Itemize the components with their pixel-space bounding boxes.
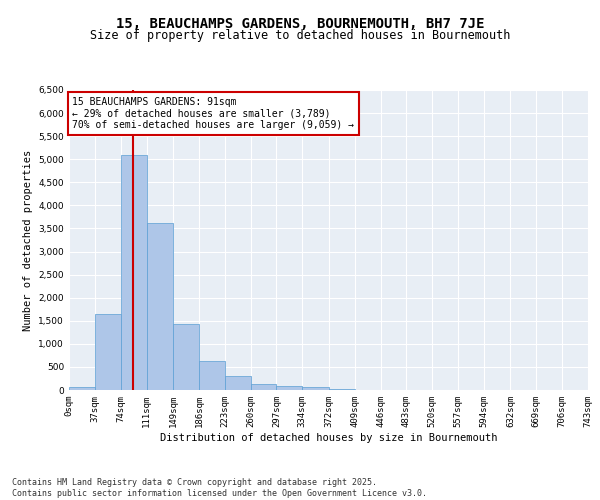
Bar (121, 154, 146, 390)
Bar (329, 388, 355, 390)
Bar (69, 386, 95, 390)
Bar (95, 314, 121, 390)
Bar (225, 376, 251, 390)
Bar (277, 386, 302, 390)
Text: Size of property relative to detached houses in Bournemouth: Size of property relative to detached ho… (90, 29, 510, 42)
Bar (146, 223, 173, 390)
Bar (199, 362, 225, 390)
X-axis label: Distribution of detached houses by size in Bournemouth: Distribution of detached houses by size … (160, 432, 497, 442)
Text: Contains HM Land Registry data © Crown copyright and database right 2025.
Contai: Contains HM Land Registry data © Crown c… (12, 478, 427, 498)
Bar (302, 388, 329, 390)
Y-axis label: Number of detached properties: Number of detached properties (23, 150, 33, 330)
Bar (251, 384, 277, 390)
Text: 15 BEAUCHAMPS GARDENS: 91sqm
← 29% of detached houses are smaller (3,789)
70% of: 15 BEAUCHAMPS GARDENS: 91sqm ← 29% of de… (73, 97, 355, 130)
Bar (173, 324, 199, 390)
Text: 15, BEAUCHAMPS GARDENS, BOURNEMOUTH, BH7 7JE: 15, BEAUCHAMPS GARDENS, BOURNEMOUTH, BH7… (116, 18, 484, 32)
